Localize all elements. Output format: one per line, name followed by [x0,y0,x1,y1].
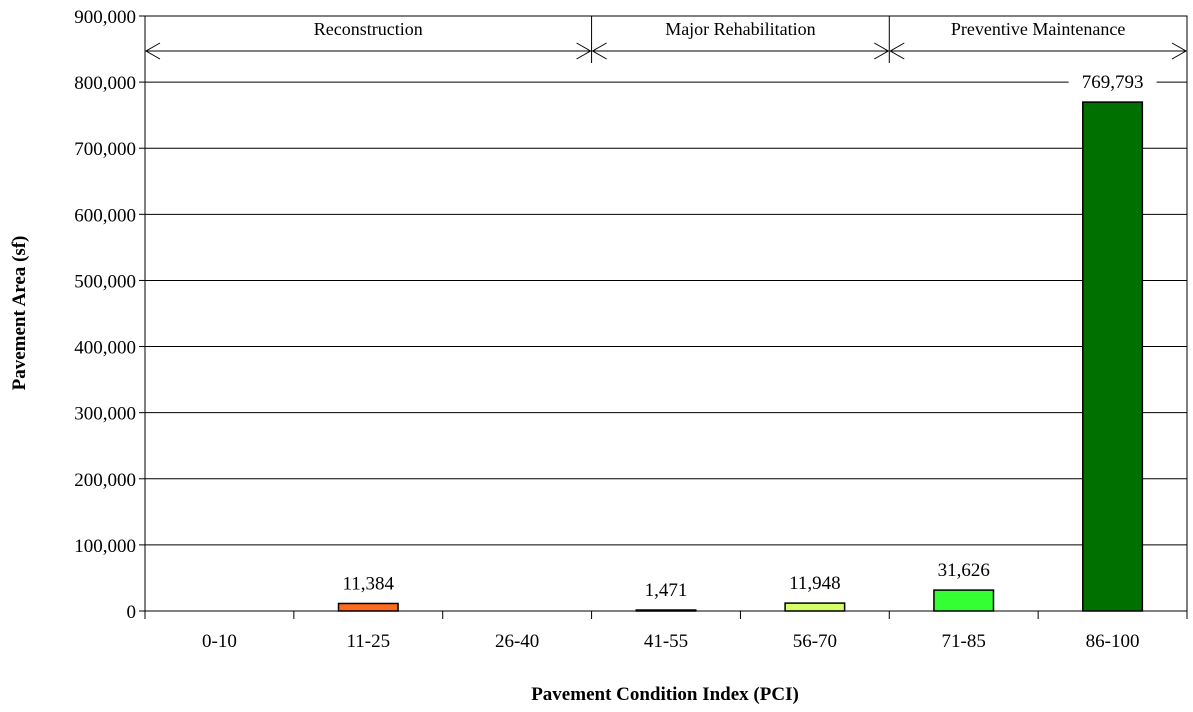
x-tick-label: 41-55 [644,631,688,652]
plot-frame [145,16,1187,611]
bars [339,102,1143,611]
y-axis-title: Pavement Area (sf) [9,236,30,391]
x-tick-label: 0-10 [202,631,237,652]
bar [934,590,994,611]
y-tick-label: 400,000 [74,338,136,359]
treatment-bands: Reconstruction Major Rehabilitation Preven… [146,16,1186,63]
y-tick-label: 0 [127,602,137,623]
band-label: Reconstruction [314,19,423,39]
y-tick-label: 500,000 [74,271,136,292]
bar [785,603,845,611]
x-tick-label: 86-100 [1086,631,1140,652]
y-tick-label: 300,000 [74,404,136,425]
y-tick-label: 900,000 [74,7,136,28]
x-tick-label: 26-40 [495,631,539,652]
bar [339,603,399,611]
gridlines [145,82,1187,545]
data-label: 11,384 [343,573,395,594]
band-label: Major Rehabilitation [665,19,815,39]
x-tick-label: 71-85 [942,631,986,652]
axes: 0 100,000 200,000 300,000 400,000 500,000 600,… [74,7,1187,652]
x-tick-label: 11-25 [346,631,390,652]
data-label: 769,793 [1082,72,1144,93]
y-tick-label: 100,000 [74,536,136,557]
x-tick-label: 56-70 [793,631,837,652]
data-label: 31,626 [938,560,990,581]
data-labels: 11,384 1,471 11,948 31,626 769,793 [343,69,1157,601]
data-label: 11,948 [789,573,841,594]
x-axis-title: Pavement Condition Index (PCI) [531,684,799,705]
y-tick-label: 800,000 [74,73,136,94]
y-tick-label: 600,000 [74,205,136,226]
data-label: 1,471 [645,580,688,601]
bar [1083,102,1143,611]
band-label: Preventive Maintenance [951,19,1125,39]
y-tick-label: 200,000 [74,470,136,491]
y-tick-label: 700,000 [74,139,136,160]
